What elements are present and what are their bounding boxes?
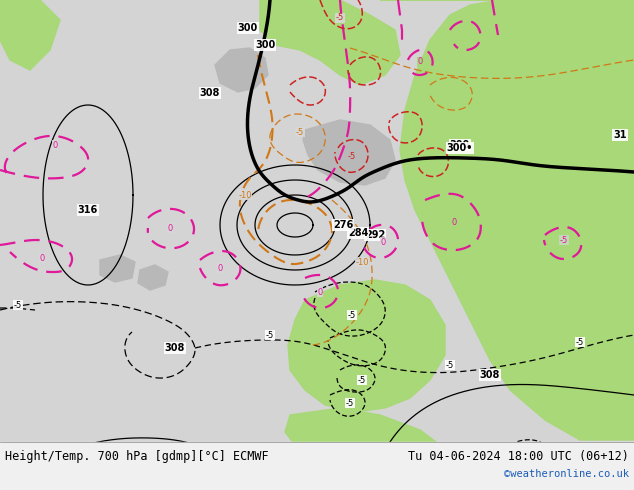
Text: ©weatheronline.co.uk: ©weatheronline.co.uk <box>504 469 629 479</box>
Polygon shape <box>285 408 440 468</box>
Text: 0: 0 <box>318 288 323 296</box>
Text: 276: 276 <box>333 220 353 230</box>
Text: -10: -10 <box>238 191 252 199</box>
Text: 316: 316 <box>45 455 65 465</box>
Text: 0: 0 <box>53 141 58 149</box>
Text: -5: -5 <box>348 151 356 161</box>
Text: Tu 04-06-2024 18:00 UTC (06+12): Tu 04-06-2024 18:00 UTC (06+12) <box>408 449 629 463</box>
Text: 308: 308 <box>165 343 185 353</box>
Text: -5: -5 <box>336 14 344 23</box>
Text: 0: 0 <box>417 57 423 67</box>
Text: 308: 308 <box>200 88 220 98</box>
Text: -10: -10 <box>355 258 369 267</box>
Text: 316: 316 <box>45 475 65 485</box>
Text: -5: -5 <box>446 361 454 369</box>
Text: 316: 316 <box>285 470 305 480</box>
Text: 300: 300 <box>238 23 258 33</box>
Polygon shape <box>0 0 60 70</box>
Polygon shape <box>260 0 400 85</box>
Text: -5: -5 <box>348 311 356 319</box>
Text: -5: -5 <box>346 398 354 408</box>
Text: 316: 316 <box>78 205 98 215</box>
Text: 300: 300 <box>450 140 470 150</box>
Text: -5: -5 <box>14 300 22 310</box>
Text: 292: 292 <box>365 230 385 240</box>
Text: 300•: 300• <box>447 143 473 153</box>
Text: 300: 300 <box>255 40 275 50</box>
Text: 0: 0 <box>451 218 456 226</box>
Polygon shape <box>215 48 268 92</box>
Text: 0: 0 <box>39 253 44 263</box>
Polygon shape <box>0 0 25 45</box>
Text: 316: 316 <box>278 450 298 460</box>
Text: -5: -5 <box>576 338 584 346</box>
Polygon shape <box>380 0 634 440</box>
Text: 0: 0 <box>380 238 385 246</box>
Text: 0: 0 <box>217 264 223 272</box>
Polygon shape <box>138 265 168 290</box>
Text: -5: -5 <box>358 375 366 385</box>
Polygon shape <box>100 255 135 282</box>
Text: -5: -5 <box>296 127 304 137</box>
Text: 31: 31 <box>613 130 627 140</box>
Polygon shape <box>288 280 445 412</box>
Polygon shape <box>303 120 395 185</box>
Text: -5: -5 <box>531 443 539 452</box>
Text: 0: 0 <box>167 223 172 232</box>
Bar <box>0 442 634 490</box>
Text: Height/Temp. 700 hPa [gdmp][°C] ECMWF: Height/Temp. 700 hPa [gdmp][°C] ECMWF <box>5 449 269 463</box>
Text: -5: -5 <box>560 236 568 245</box>
Text: 284: 284 <box>348 228 368 238</box>
Text: 308: 308 <box>480 370 500 380</box>
Text: -5: -5 <box>266 330 274 340</box>
